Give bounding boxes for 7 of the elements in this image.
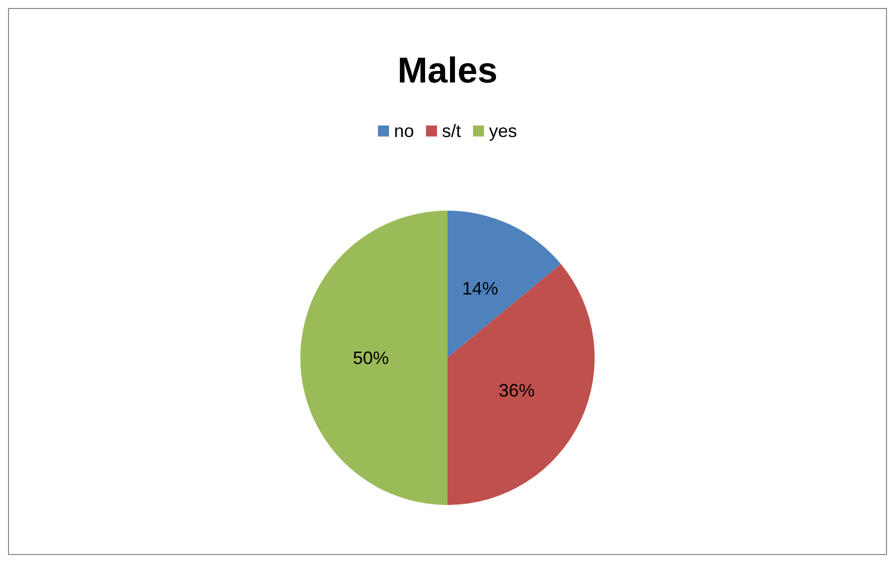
data-label: 36% <box>498 380 535 400</box>
data-label: 14% <box>462 278 498 299</box>
legend-label: yes <box>489 121 518 141</box>
chart-title: Males <box>397 50 498 90</box>
data-label: 50% <box>352 348 389 368</box>
legend-label: s/t <box>442 121 462 141</box>
legend-label: no <box>394 121 414 141</box>
